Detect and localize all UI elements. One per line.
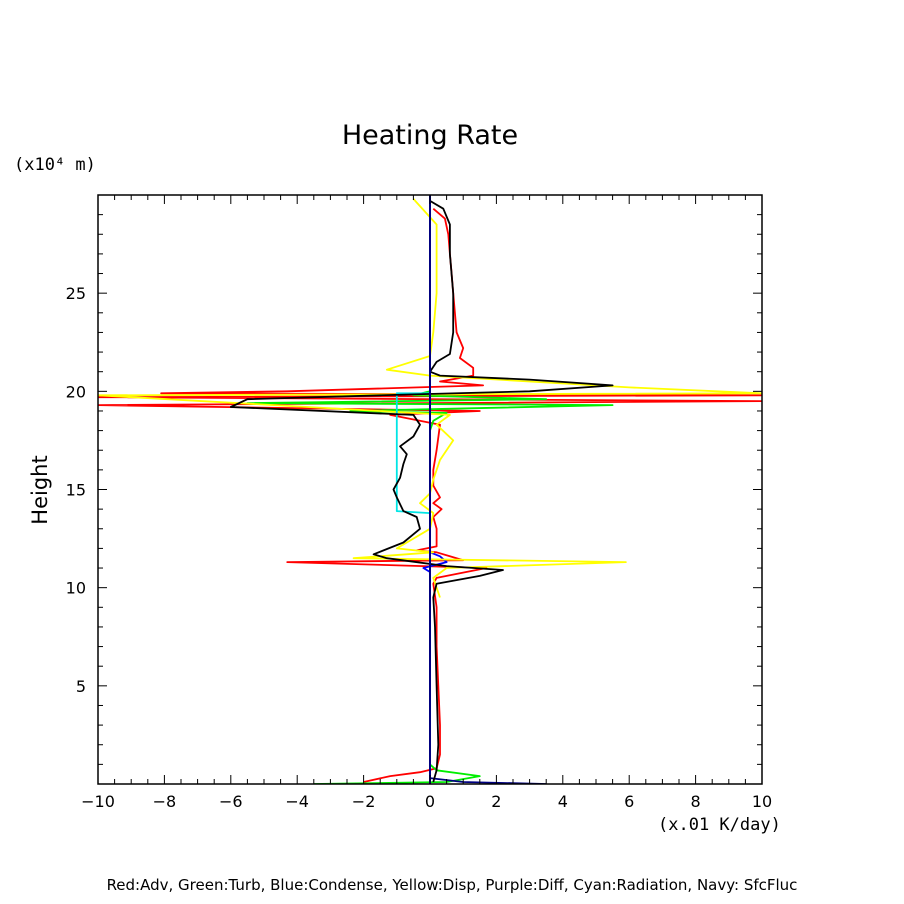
chart-title: Heating Rate (341, 120, 519, 151)
x-tick-label: 4 (558, 792, 568, 811)
x-tick-label: 6 (624, 792, 634, 811)
x-tick-label: 8 (691, 792, 701, 811)
series-line-adv (98, 208, 762, 783)
y-tick-label: 15 (66, 481, 86, 500)
x-tick-label: −8 (153, 792, 177, 811)
plot-frame (97, 194, 763, 785)
y-tick-label: 25 (66, 284, 86, 303)
x-tick-label: 0 (425, 792, 435, 811)
x-tick-label: 2 (491, 792, 501, 811)
y-axis-unit: (x10⁴ m) (14, 155, 96, 175)
x-tick-label: −6 (219, 792, 243, 811)
x-tick-label: −10 (81, 792, 115, 811)
series-line-radiation (395, 392, 431, 514)
series-line-total (229, 200, 614, 783)
x-tick-label: 10 (752, 792, 772, 811)
series-line-disp (98, 198, 762, 598)
x-axis-label: (x.01 K/day) (658, 815, 781, 835)
y-tick-label: 5 (76, 677, 86, 696)
y-tick-label: 10 (66, 579, 86, 598)
x-tick-label: −4 (285, 792, 309, 811)
series-line-turb (246, 390, 614, 784)
x-tick-label: −2 (352, 792, 376, 811)
y-tick-label: 20 (66, 382, 86, 401)
series-line-sfcfluc (429, 197, 547, 784)
legend-text: Red:Adv, Green:Turb, Blue:Condense, Yell… (106, 876, 798, 894)
